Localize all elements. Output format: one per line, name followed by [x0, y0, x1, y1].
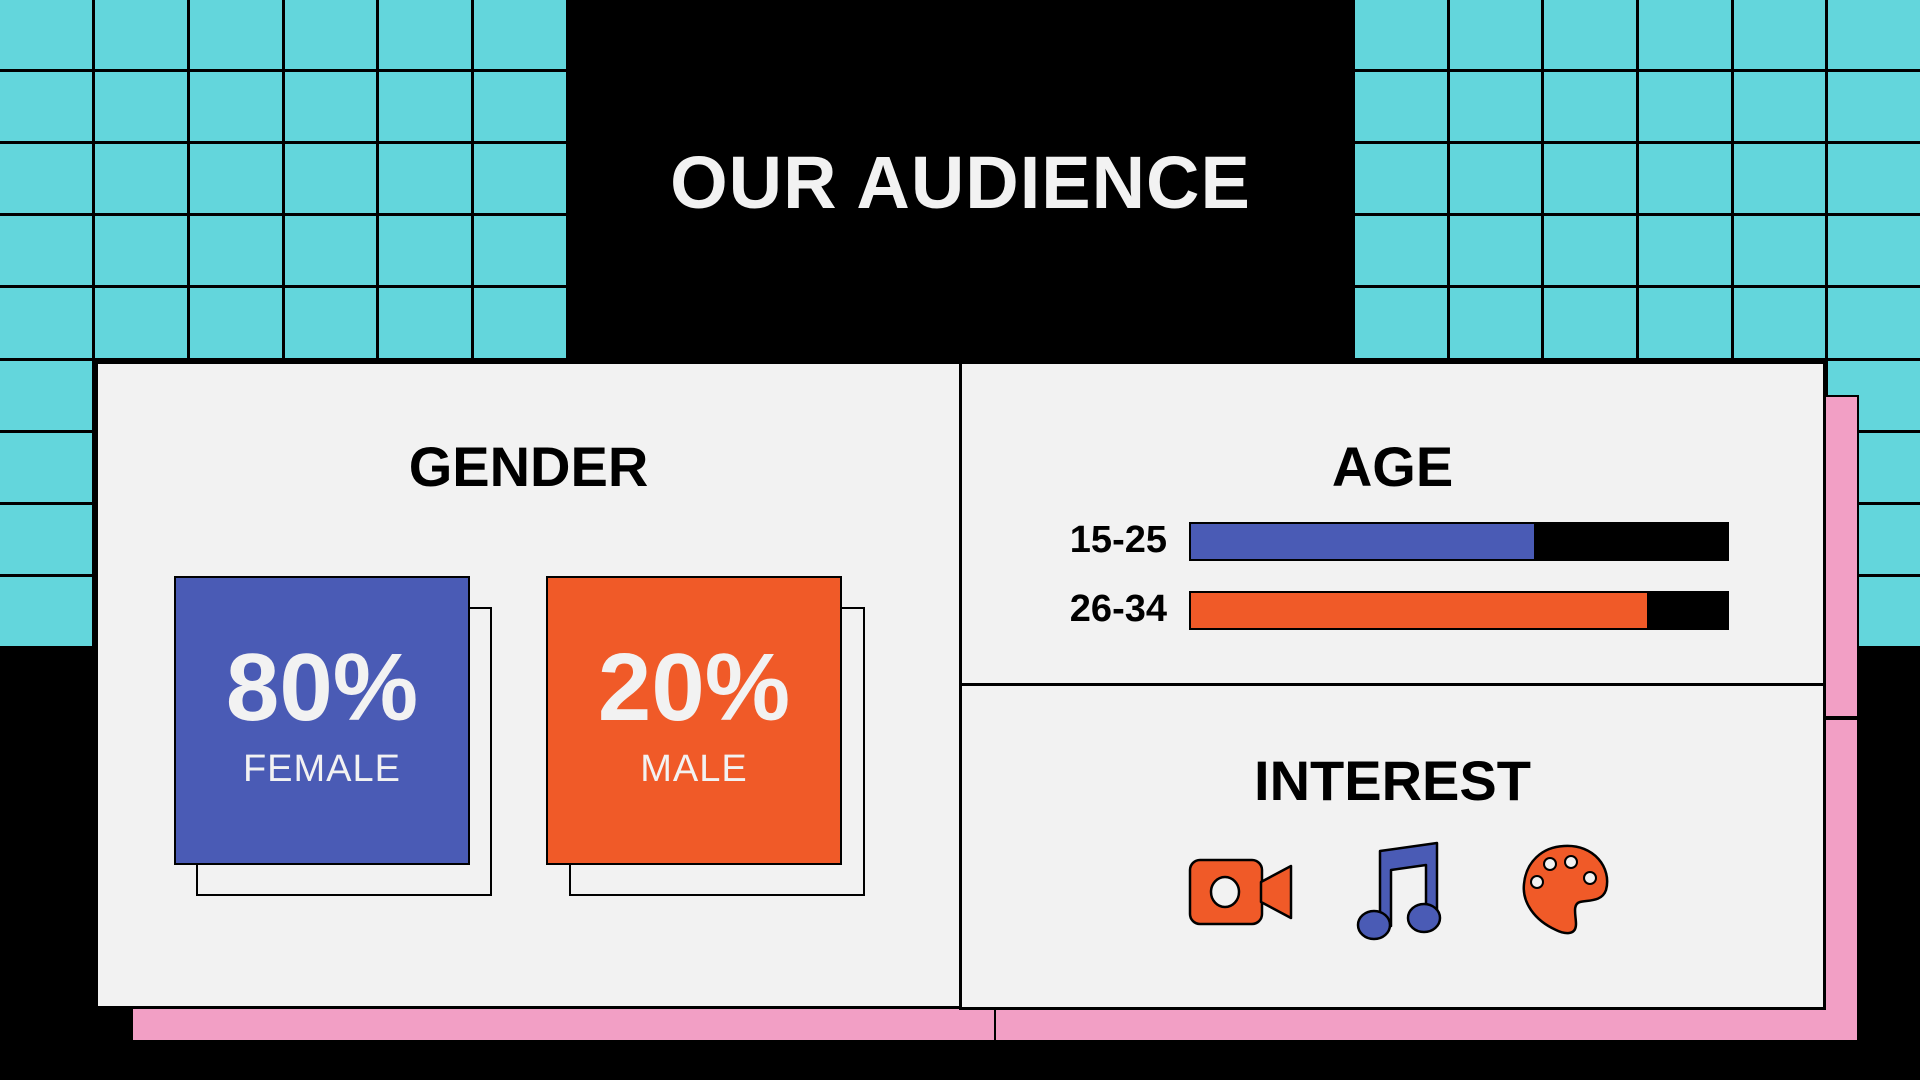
paint-palette-icon	[1522, 844, 1609, 935]
grid-cell	[94, 0, 187, 70]
age-bar-fill	[1191, 524, 1535, 559]
grid-cell	[1449, 288, 1542, 358]
grid-cell	[94, 144, 187, 214]
grid-cell	[1638, 216, 1731, 286]
grid-cell	[1828, 0, 1920, 70]
female-card: 80% FEMALE	[174, 576, 470, 865]
age-label: 15-25	[1069, 519, 1167, 561]
grid-cell	[379, 144, 472, 214]
grid-cell	[1449, 0, 1542, 70]
grid-cell	[189, 72, 282, 142]
age-panel: AGE 15-25 26-34	[959, 361, 1826, 686]
grid-cell	[0, 72, 92, 142]
gender-panel: GENDER 80% FEMALE 20% MALE	[95, 361, 962, 1009]
grid-cell	[284, 288, 377, 358]
female-label: FEMALE	[242, 748, 402, 790]
grid-cell	[1638, 0, 1731, 70]
grid-cell	[189, 288, 282, 358]
age-bar-26-34	[1189, 591, 1729, 630]
grid-cell	[474, 72, 566, 142]
grid-cell	[0, 0, 92, 70]
grid-cell	[94, 72, 187, 142]
grid-cell	[1355, 288, 1447, 358]
grid-cell	[1544, 144, 1636, 214]
grid-cell	[284, 216, 377, 286]
grid-cell	[0, 360, 92, 430]
grid-cell	[94, 216, 187, 286]
grid-cell	[0, 288, 92, 358]
grid-cell	[1828, 144, 1920, 214]
grid-cell	[1733, 0, 1826, 70]
grid-cell	[379, 72, 472, 142]
grid-cell	[1355, 144, 1447, 214]
grid-cell	[1638, 288, 1731, 358]
age-row-1: 15-25	[962, 519, 1167, 564]
grid-cell	[1638, 72, 1731, 142]
grid-cell	[1449, 72, 1542, 142]
grid-cell	[1828, 288, 1920, 358]
grid-cell	[284, 144, 377, 214]
female-percent: 80%	[225, 634, 419, 741]
grid-cell	[0, 504, 92, 574]
grid-cell	[0, 576, 92, 646]
grid-cell	[474, 144, 566, 214]
grid-cell	[474, 0, 566, 70]
grid-cell	[189, 216, 282, 286]
grid-cell	[1355, 0, 1447, 70]
male-card: 20% MALE	[546, 576, 842, 865]
age-label: 26-34	[1069, 588, 1167, 630]
grid-cell	[1449, 216, 1542, 286]
page-title: OUR AUDIENCE	[670, 141, 1251, 224]
grid-cell	[1449, 144, 1542, 214]
grid-cell	[474, 216, 566, 286]
age-bar-15-25	[1189, 522, 1729, 561]
grid-cell	[1544, 0, 1636, 70]
grid-cell	[379, 216, 472, 286]
grid-cell	[1828, 72, 1920, 142]
grid-cell	[284, 72, 377, 142]
grid-cell	[1355, 216, 1447, 286]
grid-cell	[189, 0, 282, 70]
grid-cell	[94, 288, 187, 358]
grid-cell	[189, 144, 282, 214]
male-label: MALE	[640, 748, 748, 790]
grid-cell	[1544, 288, 1636, 358]
interest-panel: INTEREST	[959, 683, 1826, 1010]
grid-cell	[379, 288, 472, 358]
interest-heading: INTEREST	[1254, 749, 1531, 812]
video-camera-icon	[1188, 858, 1293, 926]
age-bar-fill	[1191, 593, 1647, 628]
grid-cell	[1828, 216, 1920, 286]
grid-cell	[474, 288, 566, 358]
music-note-icon	[1356, 841, 1442, 941]
age-row-2: 26-34	[962, 588, 1167, 633]
grid-cell	[0, 432, 92, 502]
grid-cell	[0, 144, 92, 214]
grid-cell	[1638, 144, 1731, 214]
grid-cell	[1733, 72, 1826, 142]
grid-cell	[1355, 72, 1447, 142]
grid-cell	[1544, 72, 1636, 142]
grid-cell	[1544, 216, 1636, 286]
gender-heading: GENDER	[408, 435, 649, 498]
grid-cell	[1733, 216, 1826, 286]
male-percent: 20%	[597, 634, 791, 741]
grid-cell	[379, 0, 472, 70]
grid-cell	[1733, 144, 1826, 214]
age-heading: AGE	[1331, 435, 1454, 498]
grid-cell	[284, 0, 377, 70]
grid-cell	[0, 216, 92, 286]
grid-cell	[1733, 288, 1826, 358]
